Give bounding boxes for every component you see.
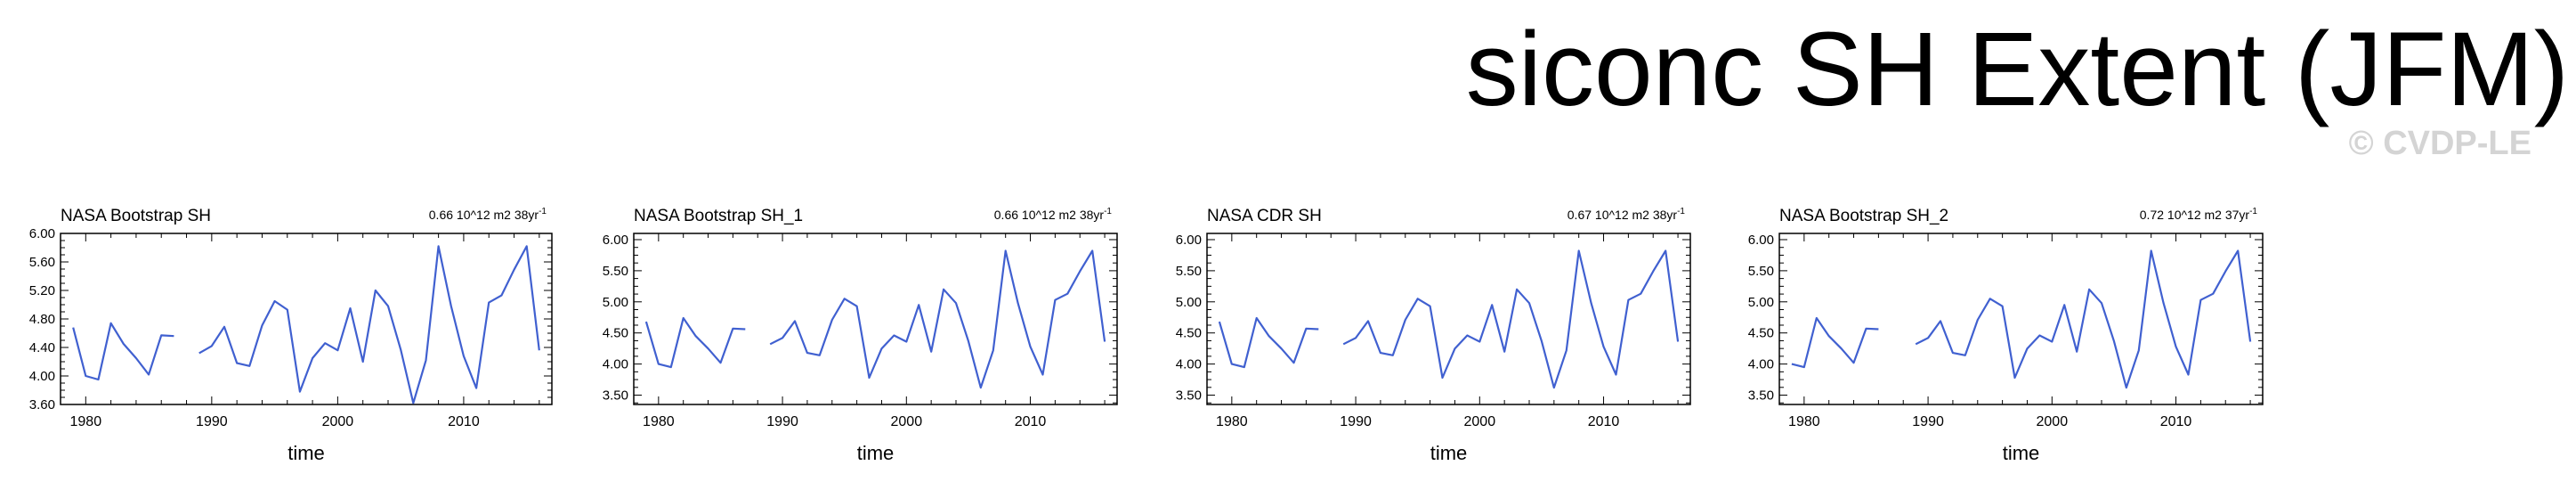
chart-panel-1: NASA Bootstrap SH 0.66 10^12 m2 38yr-1 6.0… xyxy=(29,207,553,464)
x-tick-label: 2000 xyxy=(2037,414,2069,429)
y-tick-label: 6.00 xyxy=(603,233,628,248)
y-tick-label: 6.00 xyxy=(29,226,55,241)
x-axis-label: time xyxy=(2003,442,2040,464)
y-tick-label: 6.00 xyxy=(1176,233,1202,248)
series-line xyxy=(72,245,540,404)
series-line xyxy=(644,249,1106,389)
trend-annotation-text: 0.66 10^12 m2 38yr xyxy=(429,208,539,222)
y-tick-label: 4.00 xyxy=(603,357,628,372)
x-tick-label: 1990 xyxy=(1912,414,1944,429)
y-tick-label: 3.50 xyxy=(603,388,628,404)
y-tick-label: 3.60 xyxy=(29,397,55,412)
trend-annotation: 0.72 10^12 m2 37yr-1 xyxy=(2140,207,2258,222)
x-tick-label: 1990 xyxy=(766,414,798,429)
x-tick-label: 2010 xyxy=(1015,414,1047,429)
panel-title: NASA CDR SH xyxy=(1207,207,1322,225)
trend-annotation-exponent: -1 xyxy=(1104,207,1112,216)
y-tick-label: 4.00 xyxy=(1176,357,1202,372)
chart-panel-3: NASA CDR SH 0.67 10^12 m2 38yr-1 6.00 5.50 5… xyxy=(1176,207,1691,464)
y-tick-label: 4.50 xyxy=(603,326,628,341)
x-tick-label: 1980 xyxy=(1788,414,1820,429)
x-tick-label: 2010 xyxy=(1588,414,1620,429)
trend-annotation-text: 0.66 10^12 m2 38yr xyxy=(994,208,1105,222)
x-tick-label: 1990 xyxy=(196,414,228,429)
panel-title: NASA Bootstrap SH_1 xyxy=(634,207,803,225)
y-tick-label: 4.50 xyxy=(1748,326,1774,341)
y-tick-label: 4.00 xyxy=(29,369,55,384)
trend-annotation-text: 0.72 10^12 m2 37yr xyxy=(2140,208,2250,222)
main-title: siconc SH Extent (JFM) xyxy=(1465,11,2569,128)
trend-annotation-text: 0.67 10^12 m2 38yr xyxy=(1567,208,1678,222)
trend-annotation-exponent: -1 xyxy=(539,207,547,216)
plot-frame xyxy=(1206,233,1691,405)
y-tick-label: 5.00 xyxy=(1176,295,1202,310)
trend-annotation-exponent: -1 xyxy=(1677,207,1685,216)
trend-annotation: 0.67 10^12 m2 38yr-1 xyxy=(1567,207,1686,222)
credit-watermark: © CVDP-LE xyxy=(2348,125,2531,162)
x-tick-label: 2010 xyxy=(448,414,480,429)
y-tick-label: 5.60 xyxy=(29,255,55,270)
y-tick-label: 5.50 xyxy=(1176,264,1202,279)
trend-annotation-exponent: -1 xyxy=(2249,207,2257,216)
trend-annotation: 0.66 10^12 m2 38yr-1 xyxy=(429,207,547,222)
y-tick-label: 4.00 xyxy=(1748,357,1774,372)
y-tick-label: 4.80 xyxy=(29,312,55,327)
x-tick-label: 2000 xyxy=(322,414,354,429)
y-tick-label: 6.00 xyxy=(1748,233,1774,248)
y-tick-label: 5.00 xyxy=(1748,295,1774,310)
x-tick-label: 1990 xyxy=(1340,414,1372,429)
x-axis-label: time xyxy=(857,442,895,464)
panel-title: NASA Bootstrap SH_2 xyxy=(1779,207,1948,225)
y-tick-label: 4.40 xyxy=(29,340,55,355)
panel-title: NASA Bootstrap SH xyxy=(61,207,211,225)
y-tick-label: 5.50 xyxy=(1748,264,1774,279)
x-tick-label: 2000 xyxy=(891,414,923,429)
x-tick-label: 2010 xyxy=(2160,414,2192,429)
trend-annotation: 0.66 10^12 m2 38yr-1 xyxy=(994,207,1113,222)
series-line xyxy=(1791,249,2252,389)
x-tick-label: 1980 xyxy=(70,414,102,429)
x-tick-label: 2000 xyxy=(1464,414,1496,429)
y-tick-label: 5.00 xyxy=(603,295,628,310)
chart-panel-2: NASA Bootstrap SH_1 0.66 10^12 m2 38yr-1 6… xyxy=(603,207,1118,464)
y-tick-label: 4.50 xyxy=(1176,326,1202,341)
x-tick-label: 1980 xyxy=(643,414,675,429)
y-tick-label: 5.50 xyxy=(603,264,628,279)
plot-frame xyxy=(1778,233,2264,405)
y-tick-label: 3.50 xyxy=(1176,388,1202,404)
x-axis-label: time xyxy=(288,442,325,464)
series-line xyxy=(1218,249,1680,389)
plot-frame xyxy=(633,233,1118,405)
x-axis-label: time xyxy=(1430,442,1468,464)
chart-panel-4: NASA Bootstrap SH_2 0.72 10^12 m2 37yr-1 6… xyxy=(1748,207,2264,464)
x-tick-label: 1980 xyxy=(1216,414,1248,429)
y-tick-label: 5.20 xyxy=(29,283,55,298)
y-tick-label: 3.50 xyxy=(1748,388,1774,404)
